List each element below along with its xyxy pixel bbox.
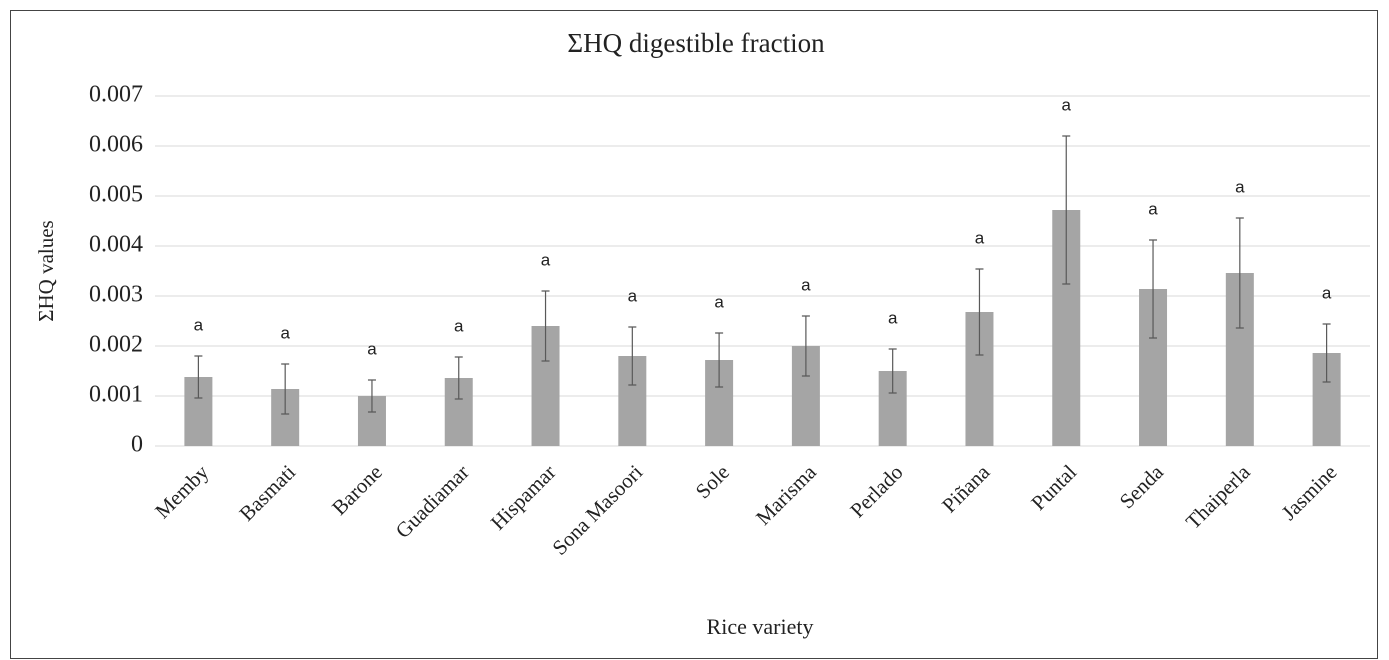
- error-bar: [541, 290, 550, 362]
- annotation: a: [1148, 199, 1158, 218]
- annotation: a: [367, 339, 377, 358]
- annotation: a: [714, 292, 724, 311]
- error-bar: [367, 379, 376, 413]
- annotation: a: [1322, 283, 1332, 302]
- y-tick-label: 0.004: [89, 232, 143, 258]
- error-bar: [281, 363, 290, 415]
- error-bar: [1322, 323, 1331, 383]
- error-bar: [1235, 217, 1244, 329]
- y-tick-label: 0.003: [89, 282, 143, 308]
- annotation: a: [541, 250, 551, 269]
- error-bar: [1062, 135, 1071, 285]
- y-tick-label: 0.001: [89, 382, 143, 408]
- error-bar: [628, 326, 637, 386]
- annotation: a: [888, 308, 898, 327]
- annotation: a: [454, 316, 464, 335]
- y-axis-label: ΣHQ values: [34, 220, 58, 321]
- annotation: a: [194, 315, 204, 334]
- y-tick-label: 0.002: [89, 332, 143, 358]
- x-axis-label: Rice variety: [707, 614, 814, 639]
- annotation: a: [801, 275, 811, 294]
- annotation: a: [628, 286, 638, 305]
- chart-title: ΣHQ digestible fraction: [567, 28, 825, 58]
- annotation: a: [280, 323, 290, 342]
- error-bar: [801, 315, 810, 377]
- error-bar: [194, 355, 203, 399]
- annotation: a: [1062, 95, 1072, 114]
- error-bar: [1149, 239, 1158, 339]
- error-bar: [454, 356, 463, 400]
- error-bar: [715, 332, 724, 388]
- error-bar: [888, 348, 897, 394]
- y-tick-label: 0.007: [89, 82, 143, 108]
- y-tick-label: 0.006: [89, 132, 143, 158]
- error-bar: [975, 268, 984, 356]
- annotation: a: [1235, 177, 1245, 196]
- chart-border: [10, 10, 1378, 659]
- y-tick-label: 0: [131, 432, 143, 458]
- annotation: a: [975, 228, 985, 247]
- y-tick-label: 0.005: [89, 182, 143, 208]
